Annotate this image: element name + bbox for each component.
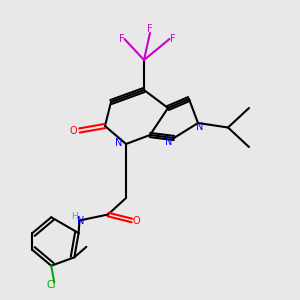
Text: H: H [72, 212, 78, 221]
Text: N: N [196, 122, 203, 133]
Text: N: N [115, 137, 122, 148]
Text: N: N [165, 136, 172, 147]
Text: N: N [77, 216, 85, 226]
Text: O: O [70, 125, 77, 136]
Text: F: F [147, 23, 153, 34]
Text: O: O [133, 215, 140, 226]
Text: Cl: Cl [46, 280, 56, 290]
Text: F: F [170, 34, 175, 44]
Text: F: F [119, 34, 124, 44]
